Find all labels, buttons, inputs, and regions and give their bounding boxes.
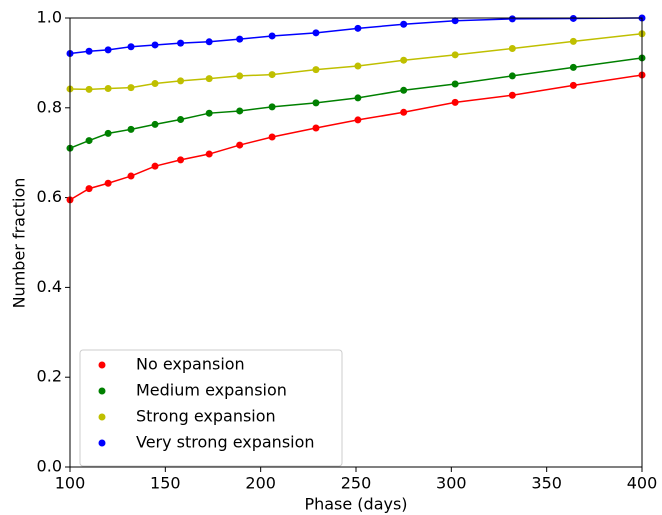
data-point (85, 185, 93, 193)
data-point (104, 84, 112, 92)
data-point (177, 115, 185, 123)
data-point (177, 39, 185, 47)
data-point (508, 45, 516, 53)
data-point (177, 77, 185, 85)
data-point (451, 17, 459, 25)
data-point (400, 56, 408, 64)
data-point (85, 137, 93, 145)
y-tick-label: 0.6 (37, 187, 62, 206)
data-point (354, 94, 362, 102)
x-tick-label: 350 (531, 474, 562, 493)
data-point (205, 75, 213, 83)
y-tick-label: 0.0 (37, 457, 62, 476)
series-line (69, 17, 643, 55)
data-point (569, 81, 577, 89)
x-tick-label: 200 (245, 474, 276, 493)
x-tick-label: 300 (436, 474, 467, 493)
data-point (127, 43, 135, 51)
series-line (69, 57, 643, 149)
legend-marker (98, 387, 106, 395)
data-point (236, 141, 244, 149)
data-point (569, 37, 577, 45)
legend-label: Very strong expansion (136, 433, 315, 452)
data-point (85, 47, 93, 55)
data-point (354, 62, 362, 70)
data-point (151, 41, 159, 49)
data-point (400, 86, 408, 94)
data-point (451, 51, 459, 59)
legend-label: Medium expansion (136, 381, 287, 400)
plot-frame (69, 17, 643, 468)
data-point (151, 80, 159, 88)
data-point (354, 116, 362, 124)
data-point (508, 91, 516, 99)
data-point (400, 20, 408, 28)
legend-marker (98, 413, 106, 421)
data-point (127, 125, 135, 133)
data-point (451, 80, 459, 88)
data-point (236, 35, 244, 43)
data-point (268, 32, 276, 40)
data-point (127, 84, 135, 92)
data-point (312, 29, 320, 37)
data-point (205, 38, 213, 46)
x-tick-label: 100 (55, 474, 86, 493)
data-point (85, 85, 93, 93)
y-tick-label: 1.0 (37, 8, 62, 27)
legend-label: No expansion (136, 355, 245, 374)
legend-box (79, 349, 343, 467)
data-point (151, 162, 159, 170)
data-point (354, 24, 362, 32)
data-point (104, 46, 112, 54)
data-point (312, 124, 320, 132)
series-line (69, 74, 643, 201)
data-point (312, 66, 320, 74)
data-point (205, 109, 213, 117)
data-point (236, 72, 244, 80)
y-tick-label: 0.8 (37, 97, 62, 116)
data-point (177, 156, 185, 164)
data-point (400, 108, 408, 116)
data-point (104, 179, 112, 187)
y-tick-label: 0.2 (37, 367, 62, 386)
data-point (569, 63, 577, 71)
y-tick-label: 0.4 (37, 277, 62, 296)
x-axis-label: Phase (days) (304, 495, 407, 514)
x-tick-label: 400 (627, 474, 658, 493)
data-point (268, 71, 276, 79)
data-point (268, 103, 276, 111)
legend-label: Strong expansion (136, 407, 276, 426)
legend-marker (98, 439, 106, 447)
data-point (151, 120, 159, 128)
data-point (236, 107, 244, 115)
x-tick-label: 250 (341, 474, 372, 493)
data-point (451, 98, 459, 106)
data-point (508, 72, 516, 80)
legend-marker (98, 361, 106, 369)
x-tick-label: 150 (150, 474, 181, 493)
series-line (69, 32, 643, 91)
data-point (508, 15, 516, 23)
data-point (127, 172, 135, 180)
data-point (104, 129, 112, 137)
data-point (312, 99, 320, 107)
data-point (268, 133, 276, 141)
data-point (205, 150, 213, 158)
y-axis-label: Number fraction (10, 178, 29, 309)
